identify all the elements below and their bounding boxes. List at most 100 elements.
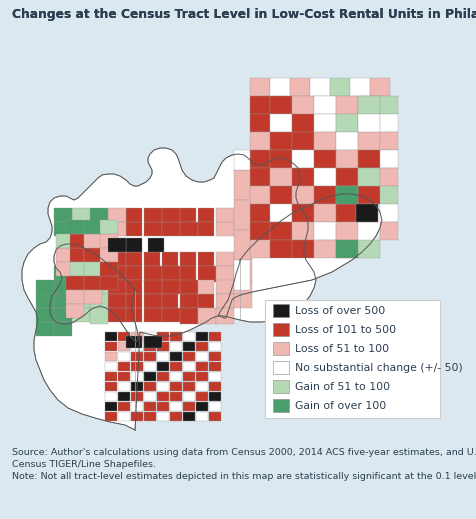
Polygon shape bbox=[269, 78, 289, 96]
Polygon shape bbox=[216, 252, 234, 266]
Polygon shape bbox=[54, 294, 72, 308]
Polygon shape bbox=[84, 248, 102, 262]
Polygon shape bbox=[36, 294, 54, 308]
Polygon shape bbox=[379, 186, 397, 204]
Polygon shape bbox=[66, 262, 84, 276]
Polygon shape bbox=[196, 342, 208, 351]
Polygon shape bbox=[162, 280, 179, 294]
Polygon shape bbox=[169, 342, 182, 351]
Polygon shape bbox=[249, 168, 269, 186]
Polygon shape bbox=[183, 402, 195, 411]
Polygon shape bbox=[216, 266, 234, 282]
Polygon shape bbox=[335, 222, 357, 240]
Bar bbox=[272, 342, 288, 355]
Polygon shape bbox=[105, 412, 117, 421]
Polygon shape bbox=[198, 252, 214, 266]
Polygon shape bbox=[198, 266, 216, 282]
Polygon shape bbox=[118, 412, 130, 421]
Polygon shape bbox=[208, 392, 220, 401]
Polygon shape bbox=[335, 114, 357, 132]
Polygon shape bbox=[126, 266, 142, 280]
Polygon shape bbox=[379, 204, 397, 222]
Polygon shape bbox=[196, 392, 208, 401]
Polygon shape bbox=[100, 276, 118, 290]
Polygon shape bbox=[144, 342, 156, 351]
Polygon shape bbox=[269, 96, 291, 114]
Polygon shape bbox=[126, 336, 142, 348]
Polygon shape bbox=[157, 382, 169, 391]
Polygon shape bbox=[357, 186, 379, 204]
Polygon shape bbox=[105, 332, 117, 341]
Polygon shape bbox=[84, 234, 102, 248]
Polygon shape bbox=[198, 222, 214, 236]
Polygon shape bbox=[131, 382, 143, 391]
Polygon shape bbox=[269, 222, 291, 240]
Polygon shape bbox=[179, 208, 196, 222]
Polygon shape bbox=[313, 114, 335, 132]
Polygon shape bbox=[357, 96, 379, 114]
Polygon shape bbox=[183, 392, 195, 401]
Polygon shape bbox=[22, 148, 315, 430]
Polygon shape bbox=[249, 186, 269, 204]
Polygon shape bbox=[216, 294, 234, 308]
Polygon shape bbox=[379, 114, 397, 132]
Polygon shape bbox=[269, 204, 291, 222]
Polygon shape bbox=[162, 222, 179, 236]
Polygon shape bbox=[291, 168, 313, 186]
Polygon shape bbox=[108, 238, 126, 252]
Polygon shape bbox=[234, 252, 251, 266]
Polygon shape bbox=[357, 96, 379, 114]
Polygon shape bbox=[196, 382, 208, 391]
Polygon shape bbox=[144, 294, 162, 308]
Polygon shape bbox=[349, 78, 369, 96]
Polygon shape bbox=[144, 222, 162, 236]
Polygon shape bbox=[291, 150, 313, 168]
Polygon shape bbox=[108, 294, 126, 308]
Polygon shape bbox=[162, 266, 179, 280]
Polygon shape bbox=[157, 352, 169, 361]
Polygon shape bbox=[157, 342, 169, 351]
Polygon shape bbox=[54, 322, 72, 336]
Polygon shape bbox=[66, 248, 84, 262]
Polygon shape bbox=[54, 222, 72, 236]
Polygon shape bbox=[144, 392, 156, 401]
Polygon shape bbox=[309, 78, 329, 96]
Polygon shape bbox=[105, 402, 117, 411]
Text: Changes at the Census Tract Level in Low-Cost Rental Units in Philadelphia, 2000: Changes at the Census Tract Level in Low… bbox=[12, 8, 476, 21]
Polygon shape bbox=[54, 208, 72, 222]
Polygon shape bbox=[335, 240, 357, 258]
Polygon shape bbox=[198, 308, 216, 324]
Polygon shape bbox=[90, 266, 108, 282]
Polygon shape bbox=[183, 362, 195, 371]
Polygon shape bbox=[357, 114, 379, 132]
Polygon shape bbox=[369, 78, 389, 96]
Polygon shape bbox=[234, 294, 251, 308]
Polygon shape bbox=[144, 402, 156, 411]
Polygon shape bbox=[183, 372, 195, 381]
Polygon shape bbox=[216, 222, 234, 236]
Polygon shape bbox=[126, 222, 142, 236]
Polygon shape bbox=[118, 332, 130, 341]
Polygon shape bbox=[126, 238, 142, 252]
Bar bbox=[272, 323, 288, 336]
Polygon shape bbox=[355, 204, 377, 222]
Polygon shape bbox=[162, 308, 179, 322]
Polygon shape bbox=[169, 412, 182, 421]
Polygon shape bbox=[66, 304, 84, 318]
Polygon shape bbox=[249, 114, 269, 132]
Polygon shape bbox=[108, 266, 126, 280]
Polygon shape bbox=[157, 392, 169, 401]
Polygon shape bbox=[169, 392, 182, 401]
Polygon shape bbox=[105, 372, 117, 381]
Polygon shape bbox=[208, 382, 220, 391]
Polygon shape bbox=[105, 392, 117, 401]
Polygon shape bbox=[379, 132, 397, 150]
Polygon shape bbox=[144, 208, 162, 222]
Polygon shape bbox=[313, 96, 335, 114]
Polygon shape bbox=[72, 294, 90, 308]
Polygon shape bbox=[162, 252, 178, 266]
Polygon shape bbox=[144, 280, 162, 294]
Polygon shape bbox=[183, 412, 195, 421]
Polygon shape bbox=[144, 362, 156, 371]
Polygon shape bbox=[208, 412, 220, 421]
